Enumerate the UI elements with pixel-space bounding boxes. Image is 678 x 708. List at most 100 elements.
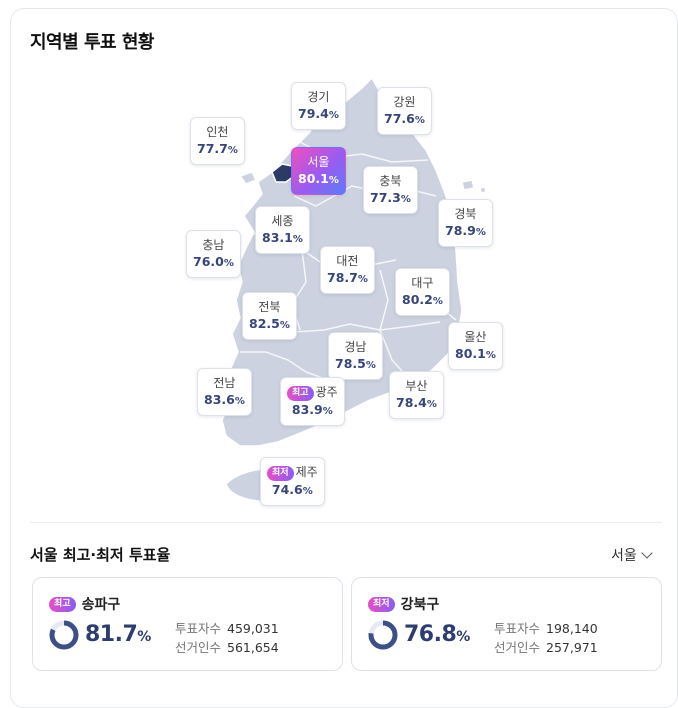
region-10[interactable]: 전북 82.5%: [242, 292, 297, 340]
region-2[interactable]: 인천 77.7%: [190, 117, 245, 165]
region-1[interactable]: 강원 77.6%: [377, 87, 432, 135]
chevron-down-icon: [641, 547, 653, 559]
region-14[interactable]: 최고 광주 83.9%: [280, 377, 345, 426]
region-rate: 80.1%: [298, 170, 339, 190]
region-rate: 83.1%: [262, 229, 303, 249]
region-name-text: 경남: [344, 340, 367, 354]
region-rate-value: 78.9: [445, 223, 476, 238]
region-name: 강원: [384, 94, 425, 110]
region-name: 인천: [197, 124, 238, 140]
region-rate-value: 83.9: [291, 402, 323, 417]
region-rate: 80.1%: [455, 345, 496, 365]
region-rate-value: 77.7: [197, 141, 228, 156]
percent-unit: %: [365, 360, 376, 371]
percent-unit: %: [426, 399, 437, 410]
electors-label: 선거인수: [494, 640, 541, 655]
region-rate-value: 80.1: [298, 171, 329, 186]
section-title: 서울 최고·최저 투표율: [30, 546, 171, 564]
district-stats: 투표자수 198,140 선거인수 257,971: [494, 619, 598, 657]
region-13[interactable]: 전남 83.6%: [197, 368, 252, 416]
region-rate: 83.9%: [287, 401, 338, 421]
percent-unit: %: [400, 194, 411, 205]
district-rate: 81.7%: [85, 622, 151, 647]
region-name-text: 인천: [206, 125, 229, 139]
region-rate: 74.6%: [267, 481, 318, 501]
region-name-text: 세종: [271, 214, 294, 228]
district-name: 송파구: [81, 597, 121, 613]
region-11[interactable]: 울산 80.1%: [448, 322, 503, 370]
region-dropdown[interactable]: 서울: [611, 545, 653, 565]
percent-unit: %: [485, 350, 496, 361]
region-8[interactable]: 대전 78.7%: [320, 246, 375, 294]
region-rate: 82.5%: [249, 315, 290, 335]
region-rate-value: 80.1: [455, 346, 486, 361]
region-rate-value: 82.5: [249, 316, 280, 331]
region-name-text: 강원: [393, 95, 416, 109]
region-rate: 83.6%: [204, 391, 245, 411]
region-name-text: 경북: [454, 207, 477, 221]
region-name-text: 울산: [464, 330, 487, 344]
percent-unit: %: [279, 320, 290, 331]
region-rate-value: 83.1: [262, 230, 293, 245]
electors-label: 선거인수: [175, 640, 222, 655]
percent-unit: %: [137, 629, 151, 645]
region-rate: 79.4%: [298, 105, 339, 125]
card-header: 최저 강북구: [368, 594, 439, 614]
region-7[interactable]: 충남 76.0%: [186, 230, 241, 278]
region-rate-value: 77.3: [370, 190, 401, 205]
region-rate-value: 80.2: [402, 292, 433, 307]
region-name-text: 전북: [258, 300, 281, 314]
percent-unit: %: [227, 145, 238, 156]
page-title: 지역별 투표 현황: [30, 32, 154, 53]
region-9[interactable]: 대구 80.2%: [395, 268, 450, 316]
island-ulleung: [461, 179, 475, 191]
region-0[interactable]: 경기 79.4%: [291, 82, 346, 130]
percent-unit: %: [456, 629, 470, 645]
voters-value: 198,140: [546, 621, 598, 636]
voters-row: 투표자수 459,031: [175, 619, 279, 638]
voters-row: 투표자수 198,140: [494, 619, 598, 638]
region-name-text: 전남: [213, 376, 236, 390]
electors-row: 선거인수 561,654: [175, 638, 279, 657]
percent-unit: %: [302, 486, 313, 497]
region-name: 세종: [262, 213, 303, 229]
district-stats: 투표자수 459,031 선거인수 561,654: [175, 619, 279, 657]
percent-unit: %: [234, 396, 245, 407]
region-rate-value: 74.6: [271, 482, 303, 497]
region-12[interactable]: 경남 78.5%: [328, 332, 383, 380]
percent-unit: %: [223, 258, 234, 269]
voters-value: 459,031: [227, 621, 279, 636]
region-badge: 최저: [267, 466, 294, 481]
voters-label: 투표자수: [175, 621, 222, 636]
region-name-text: 부산: [405, 379, 428, 393]
region-name: 대전: [327, 253, 368, 269]
region-name: 울산: [455, 329, 496, 345]
region-16[interactable]: 최저 제주 74.6%: [260, 457, 325, 506]
region-rate: 80.2%: [402, 291, 443, 311]
district-rate-value: 76.8: [404, 622, 457, 647]
card-header: 최고 송파구: [49, 594, 120, 614]
region-rate-value: 76.0: [193, 254, 224, 269]
region-rate-value: 78.4: [396, 395, 427, 410]
region-name: 서울: [298, 154, 339, 170]
region-3[interactable]: 서울 80.1%: [291, 147, 346, 195]
region-4[interactable]: 충북 77.3%: [363, 166, 418, 214]
district-card-1: 최저 강북구 76.8% 투표자수 198,140 선거인수 257,971: [351, 577, 662, 671]
region-5[interactable]: 경북 78.9%: [438, 199, 493, 247]
region-rate-value: 83.6: [204, 392, 235, 407]
region-name: 경기: [298, 89, 339, 105]
region-rate: 77.6%: [384, 110, 425, 130]
electors-row: 선거인수 257,971: [494, 638, 598, 657]
region-15[interactable]: 부산 78.4%: [389, 371, 444, 419]
percent-unit: %: [357, 274, 368, 285]
card-badge: 최저: [368, 596, 395, 612]
region-rate: 78.9%: [445, 222, 486, 242]
percent-unit: %: [432, 296, 443, 307]
dropdown-value: 서울: [611, 548, 637, 564]
region-rate-value: 79.4: [298, 106, 329, 121]
percent-unit: %: [328, 175, 339, 186]
region-name: 전북: [249, 299, 290, 315]
electors-value: 257,971: [546, 640, 598, 655]
region-6[interactable]: 세종 83.1%: [255, 206, 310, 254]
percent-unit: %: [322, 406, 333, 417]
